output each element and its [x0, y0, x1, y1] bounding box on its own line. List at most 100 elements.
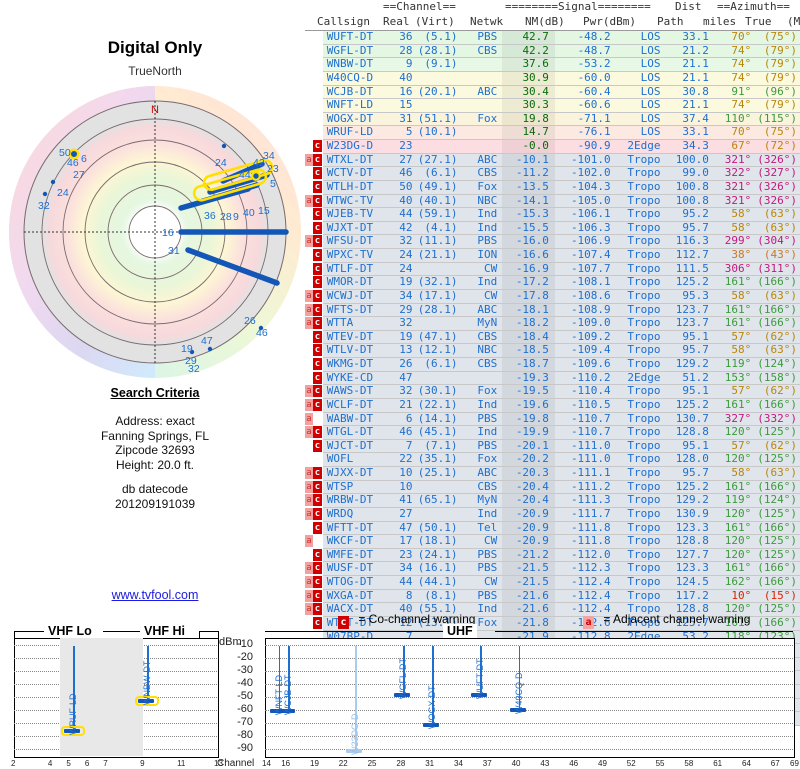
table-row[interactable]: a WABW-DT 6 (14.1) PBS -19.8 -110.7 Tropo 130.7 3… — [305, 412, 800, 427]
cell-real-channel: 40 — [387, 603, 413, 617]
cell-distance-miles: 21.2 — [666, 44, 713, 59]
cell-real-channel: 32 — [387, 316, 413, 331]
table-row[interactable]: a c WUSF-DT 34 (16.1) PBS -21.5 -112.3 Tropo 123.… — [305, 562, 800, 576]
table-row[interactable]: WNBW-DT 9 (9.1) 37.6 -53.2 LOS 21.1 74° (79°) — [305, 58, 800, 72]
cell-callsign: WYKE-CD — [322, 371, 388, 386]
cell-noise-margin: -0.0 — [502, 139, 555, 154]
warning-cell — [305, 452, 323, 467]
cell-noise-margin: -18.5 — [502, 344, 555, 358]
table-row[interactable]: c WJXT-DT 42 (4.1) Ind -15.5 -106.3 Tropo 95.7 58… — [305, 221, 800, 236]
table-row[interactable]: WOGX-DT 31 (51.1) Fox 19.8 -71.1 LOS 37.4 110° (1… — [305, 112, 800, 127]
uhf-channel-tick: 16 — [281, 759, 291, 768]
cell-virtual-channel: (7.1) — [412, 439, 462, 454]
cell-azimuth-true: 67° — [712, 139, 752, 154]
cell-virtual-channel — [412, 316, 462, 331]
uhf-data-marker[interactable] — [423, 722, 440, 727]
table-row[interactable]: c WMFE-DT 23 (24.1) PBS -21.2 -112.0 Tropo 127.7… — [305, 548, 800, 563]
table-row[interactable]: a c WCWJ-DT 34 (17.1) CW -17.8 -108.6 Tropo 95.3 5… — [305, 289, 800, 304]
table-row[interactable]: a c WJXX-DT 10 (25.1) ABC -20.3 -111.1 Tropo 95.7… — [305, 466, 800, 481]
table-row[interactable]: a c WACX-DT 40 (55.1) Ind -21.6 -112.4 Tropo 128.… — [305, 603, 800, 617]
uhf-data-marker[interactable] — [279, 708, 296, 713]
table-row[interactable]: a c WTOG-DT 44 (44.1) CW -21.5 -112.4 Tropo 124.5… — [305, 575, 800, 590]
cell-power-dbm: -111.0 — [554, 439, 617, 454]
table-row[interactable]: c WTLF-DT 24 CW -16.9 -107.7 Tropo 111.5 306° (31… — [305, 262, 800, 277]
cell-azimuth-magnetic: (166°) — [751, 316, 800, 331]
table-row[interactable]: WUFT-DT 36 (5.1) PBS 42.7 -48.2 LOS 33.1 70° (75°… — [305, 30, 800, 45]
vhf-data-marker[interactable] — [64, 729, 81, 734]
cell-network: MyN — [461, 494, 503, 508]
cell-real-channel: 21 — [387, 398, 413, 413]
uhf-point-label: W23DG-D — [350, 713, 361, 755]
table-row[interactable]: a c WTTA 32 MyN -18.2 -109.0 Tropo 123.7 161° (166… — [305, 316, 800, 331]
cell-azimuth-true: 161° — [712, 521, 752, 536]
cell-noise-margin: -20.9 — [502, 534, 555, 549]
polar-svg: N — [9, 86, 301, 378]
table-row[interactable]: c WTLV-DT 13 (12.1) NBC -18.5 -109.4 Tropo 95.7 5… — [305, 344, 800, 358]
warning-cell: c — [305, 139, 323, 154]
cell-azimuth-magnetic: (311°) — [751, 262, 800, 277]
vhf-channel-tick: 4 — [47, 759, 53, 768]
uhf-data-marker[interactable] — [346, 748, 363, 753]
uhf-data-marker[interactable] — [471, 692, 488, 697]
uhf-data-marker[interactable] — [509, 708, 526, 713]
cell-noise-margin: -19.6 — [502, 398, 555, 413]
vhf-data-marker[interactable] — [138, 699, 155, 704]
table-row[interactable]: c W23DG-D 23 -0.0 -90.9 2Edge 34.3 67° (72°) — [305, 139, 800, 154]
table-row[interactable]: c WPXC-TV 24 (21.1) ION -16.6 -107.4 Tropo 112.7… — [305, 248, 800, 263]
table-row[interactable]: c WTLH-DT 50 (49.1) Fox -13.5 -104.3 Tropo 100.8… — [305, 180, 800, 195]
dbm-tick-label: -50 — [237, 690, 253, 702]
cell-path: Tropo — [616, 548, 667, 563]
tvfool-link[interactable]: www.tvfool.com — [111, 588, 199, 602]
table-row[interactable]: c WCTV-DT 46 (6.1) CBS -11.2 -102.0 Tropo 99.0 32… — [305, 167, 800, 181]
cell-azimuth-magnetic: (75°) — [751, 30, 800, 45]
cell-real-channel: 9 — [387, 58, 413, 72]
table-row[interactable]: a c WTXL-DT 27 (27.1) ABC -10.1 -101.0 Tropo 100.… — [305, 153, 800, 168]
cell-real-channel: 40 — [387, 194, 413, 209]
table-row[interactable]: c WJCT-DT 7 (7.1) PBS -20.1 -111.0 Tropo 95.1 57°… — [305, 439, 800, 454]
uhf-channel-tick: 22 — [338, 759, 348, 768]
table-row[interactable]: c WMOR-DT 19 (32.1) Ind -17.2 -108.1 Tropo 125.2… — [305, 276, 800, 290]
table-row[interactable]: a c WRBW-DT 41 (65.1) MyN -20.4 -111.3 Tropo 129.… — [305, 494, 800, 508]
warning-cell — [305, 85, 323, 100]
cell-power-dbm: -106.1 — [554, 207, 617, 222]
table-row[interactable]: c WFTT-DT 47 (50.1) Tel -20.9 -111.8 Tropo 123.3… — [305, 521, 800, 536]
table-row[interactable]: WOFL 22 (35.1) Fox -20.2 -111.0 Tropo 128.0 120°… — [305, 453, 800, 467]
table-row[interactable]: a c WXGA-DT 8 (8.1) PBS -21.6 -112.4 Tropo 117.2 1… — [305, 589, 800, 604]
uhf-data-marker[interactable] — [269, 708, 286, 713]
vhf-rule-left — [103, 631, 141, 632]
cell-virtual-channel: (45.1) — [412, 425, 462, 440]
cell-network: Ind — [461, 425, 503, 440]
table-row[interactable]: c WTEV-DT 19 (47.1) CBS -18.4 -109.2 Tropo 95.1 5… — [305, 330, 800, 345]
uhf-data-marker[interactable] — [394, 693, 411, 698]
cell-azimuth-magnetic: (62°) — [751, 330, 800, 345]
table-row[interactable]: WNFT-LD 15 30.3 -60.6 LOS 21.1 74° (79°) — [305, 98, 800, 113]
cell-callsign: WABW-DT — [322, 412, 388, 427]
table-row[interactable]: a c WRDQ 27 Ind -20.9 -111.7 Tropo 130.9 120° (125… — [305, 507, 800, 522]
table-row[interactable]: c WYKE-CD 47 -19.3 -110.2 2Edge 51.2 153° (158°) — [305, 371, 800, 386]
table-row[interactable]: WRUF-LD 5 (10.1) 14.7 -76.1 LOS 33.1 70° (75°) — [305, 126, 800, 140]
table-row[interactable]: c WJEB-TV 44 (59.1) Ind -15.3 -106.1 Tropo 95.2 5… — [305, 207, 800, 222]
cell-power-dbm: -101.0 — [554, 153, 617, 168]
table-row[interactable]: a c WTWC-TV 40 (40.1) NBC -14.1 -105.0 Tropo 100.… — [305, 194, 800, 209]
table-row[interactable]: WGFL-DT 28 (28.1) CBS 42.2 -48.7 LOS 21.2 74° (79… — [305, 44, 800, 59]
uhf-channel-tick: 46 — [569, 759, 579, 768]
cell-power-dbm: -105.0 — [554, 194, 617, 209]
cell-distance-miles: 116.3 — [666, 235, 713, 249]
table-row[interactable]: WCJB-DT 16 (20.1) ABC 30.4 -60.4 LOS 30.8 91° (96… — [305, 85, 800, 100]
vhf-stem — [147, 646, 149, 702]
table-row[interactable]: a WKCF-DT 17 (18.1) CW -20.9 -111.8 Tropo 128.8 1… — [305, 534, 800, 549]
table-row[interactable]: a c WTSP 10 CBS -20.4 -111.2 Tropo 125.2 161° (166… — [305, 480, 800, 495]
uhf-gridline — [265, 697, 793, 698]
cell-real-channel: 32 — [387, 235, 413, 249]
vhf-channel-tick: 5 — [66, 759, 71, 768]
table-row[interactable]: a c WFSU-DT 32 (11.1) PBS -16.0 -106.9 Tropo 116.… — [305, 235, 800, 249]
table-row[interactable]: a c WTGL-DT 46 (45.1) Ind -19.9 -110.7 Tropo 128.… — [305, 425, 800, 440]
cell-noise-margin: -20.4 — [502, 494, 555, 508]
table-row[interactable]: a c WCLF-DT 21 (22.1) Ind -19.6 -110.5 Tropo 125.… — [305, 398, 800, 413]
table-row[interactable]: c WKMG-DT 26 (6.1) CBS -18.7 -109.6 Tropo 129.2 1… — [305, 357, 800, 372]
cell-azimuth-true: 74° — [712, 98, 752, 113]
cell-azimuth-magnetic: (63°) — [751, 207, 800, 222]
table-row[interactable]: W40CQ-D 40 30.9 -60.0 LOS 21.1 74° (79°) — [305, 71, 800, 86]
table-row[interactable]: a c WAWS-DT 32 (30.1) Fox -19.5 -110.4 Tropo 95.1… — [305, 385, 800, 399]
table-row[interactable]: a c WFTS-DT 29 (28.1) ABC -18.1 -108.9 Tropo 123.… — [305, 303, 800, 318]
